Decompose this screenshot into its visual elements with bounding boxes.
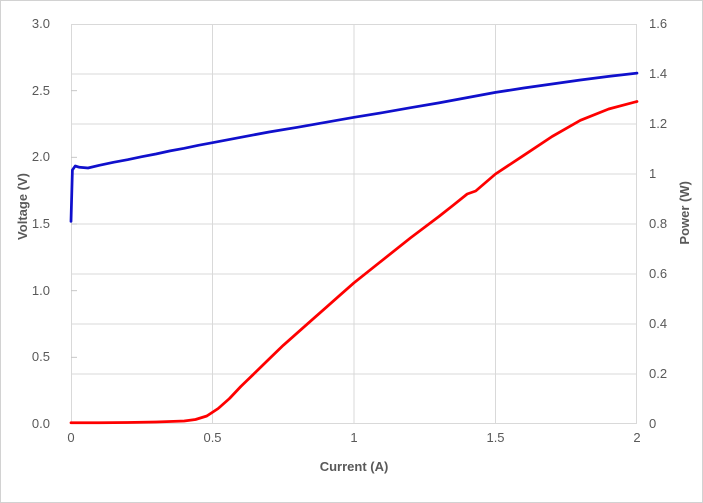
x-axis-title: Current (A)	[319, 459, 389, 474]
y-left-tick-label: 1.0	[31, 282, 50, 298]
y-right-tick-label: 1.4	[649, 66, 668, 81]
x-tick-label: 1	[350, 430, 358, 445]
y-left-tick-label: 0.5	[31, 349, 50, 365]
y-right-tick-label: 0.6	[649, 266, 668, 281]
y-right-tick-label: 1.6	[649, 16, 668, 31]
power-line	[69, 100, 639, 425]
y-left-tick-label: 1.5	[31, 216, 50, 231]
y-left-tick-label: 3.0	[31, 16, 50, 31]
y-right-tick-label: 0.8	[649, 216, 668, 231]
y-right-tick-label: 0.4	[649, 316, 668, 331]
x-tick-label: 1.5	[486, 430, 505, 445]
y-right-tick-label: 0	[649, 416, 657, 431]
x-tick-label: 0.5	[203, 430, 222, 445]
y-left-tick-label: 2.5	[31, 82, 50, 98]
y-right-tick-label: 0.2	[649, 366, 668, 381]
y-left-tick-label: 0.0	[31, 416, 50, 431]
voltage-line	[69, 71, 639, 223]
left-axis-title: Voltage (V)	[15, 173, 30, 240]
y-right-tick-label: 1.2	[649, 116, 668, 131]
y-left-tick-label: 2.0	[31, 149, 50, 165]
y-right-tick-label: 1	[649, 166, 657, 181]
x-tick-label: 2	[633, 430, 641, 445]
right-axis-title: Power (W)	[677, 181, 692, 245]
x-tick-label: 0	[67, 430, 75, 445]
